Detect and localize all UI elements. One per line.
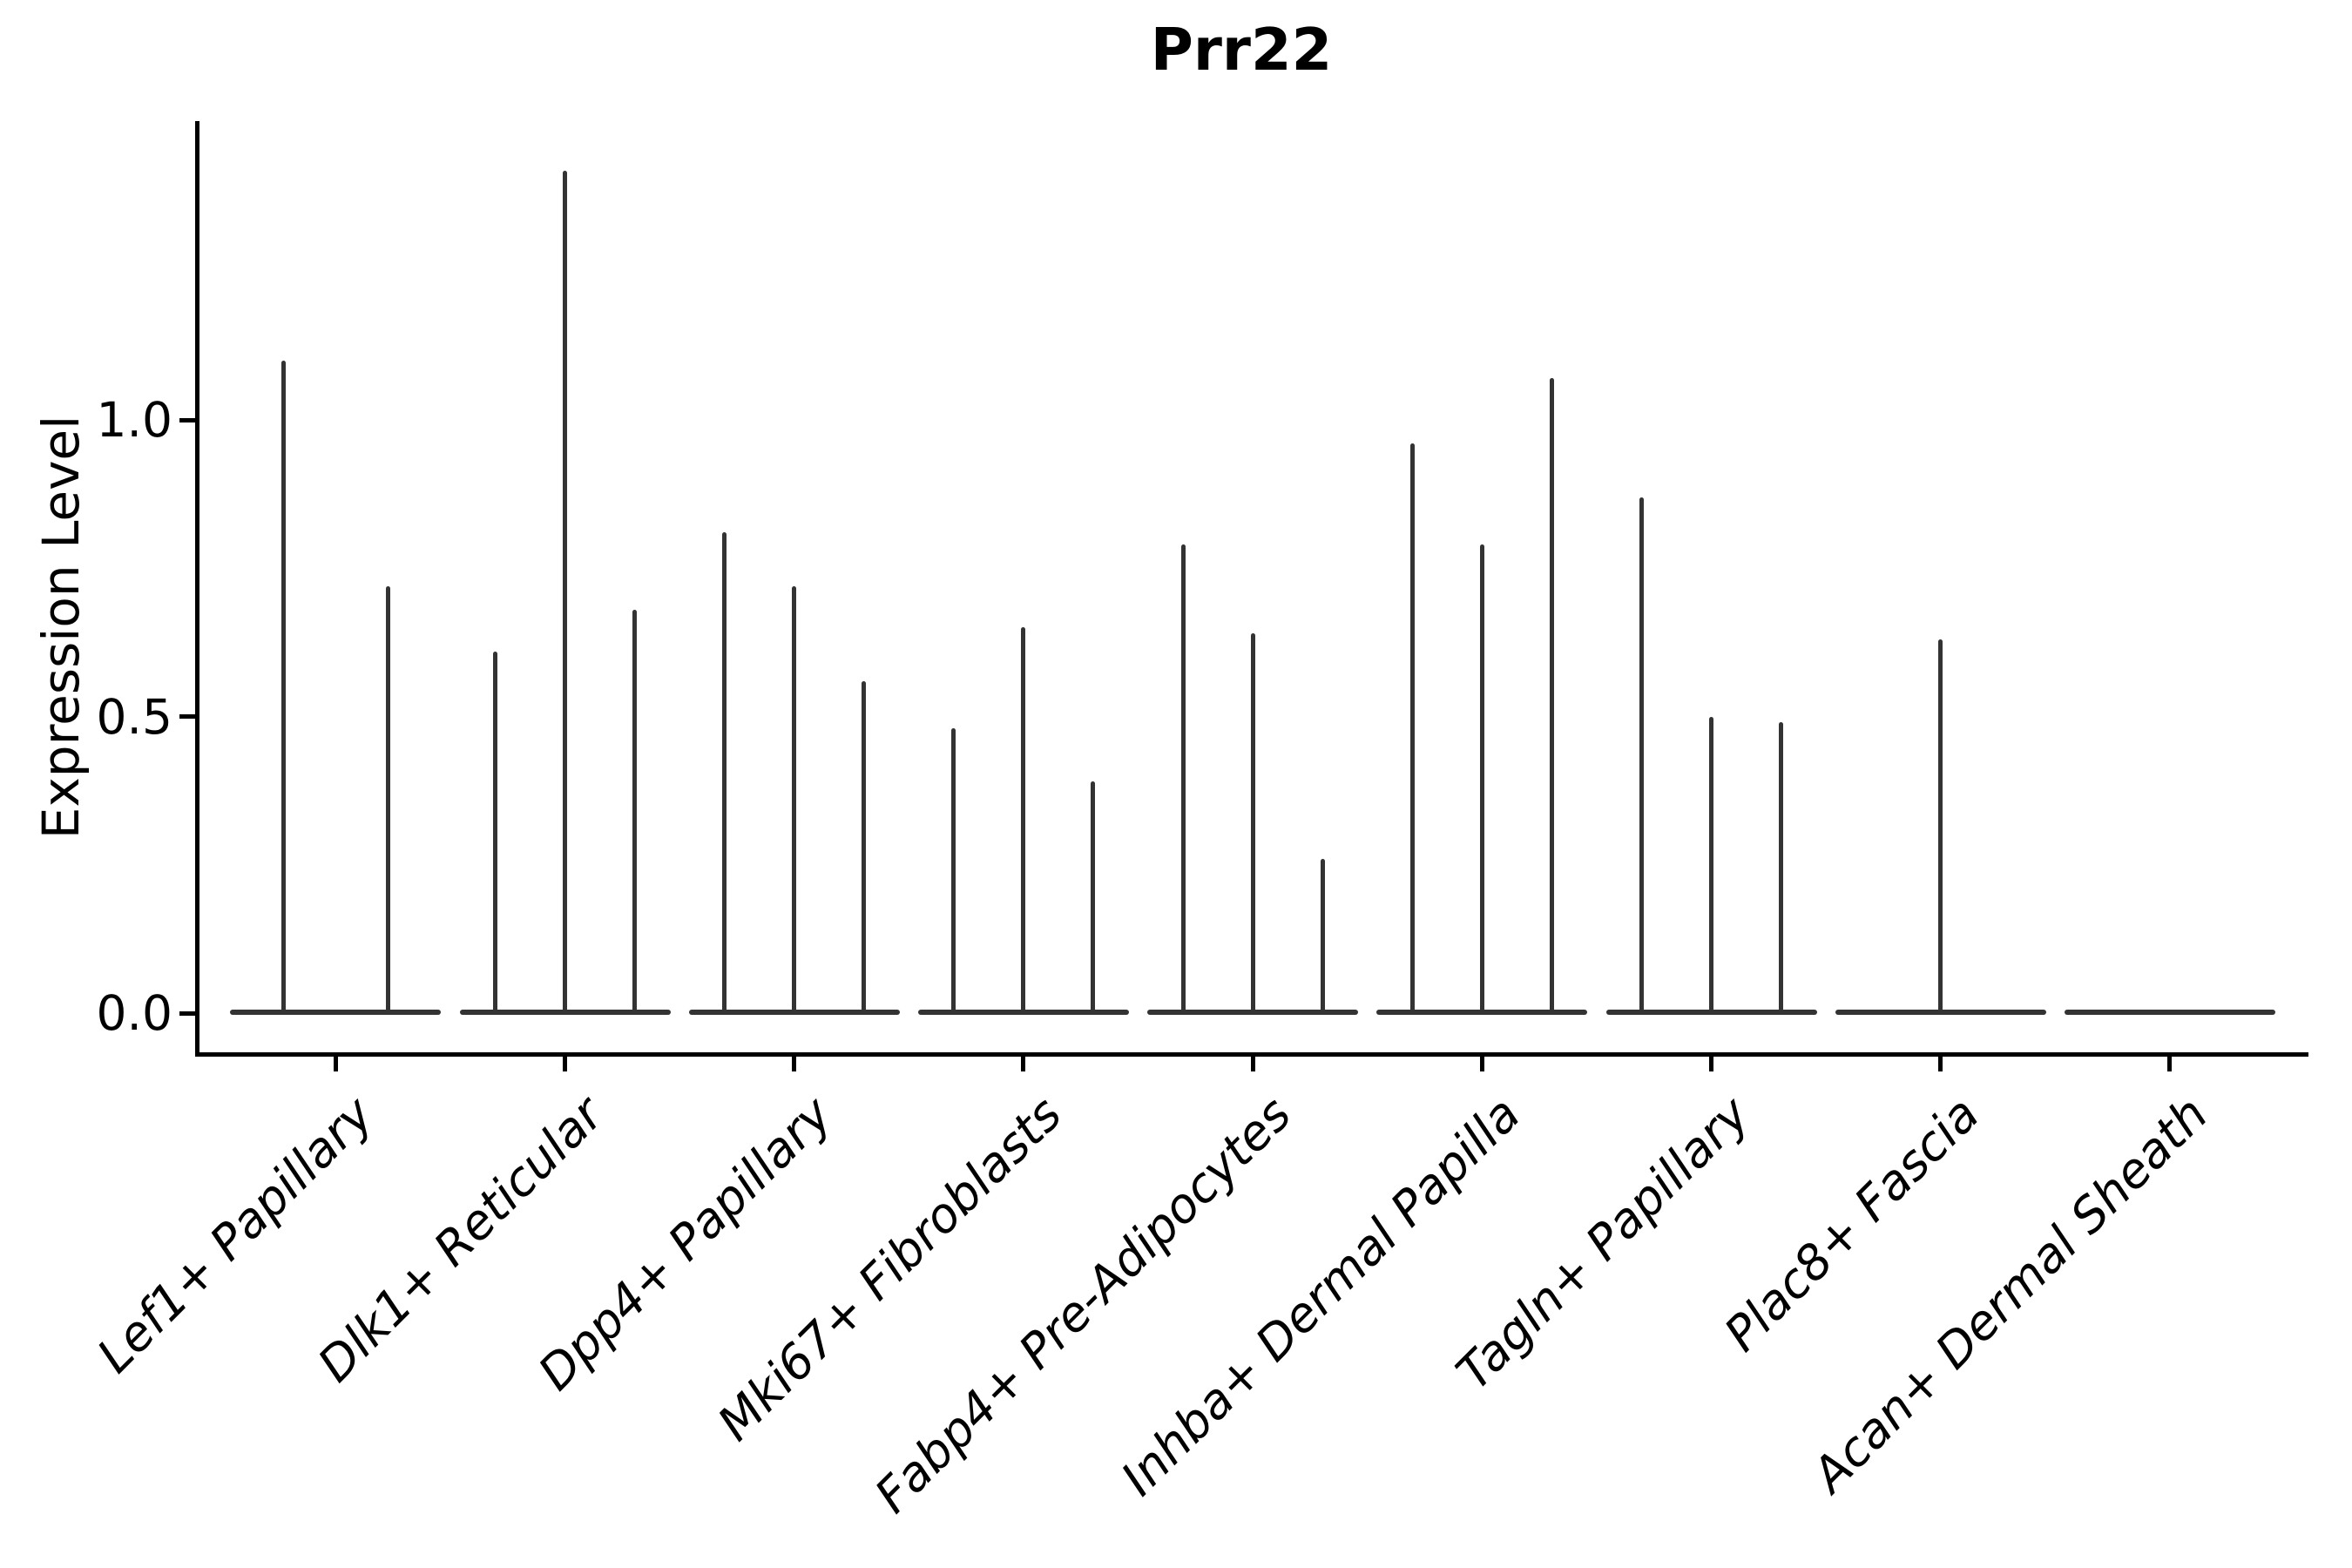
x-axis-tick bbox=[333, 1054, 338, 1071]
violin-needle bbox=[1709, 716, 1713, 1015]
x-axis-tick bbox=[792, 1054, 797, 1071]
y-axis-spine bbox=[195, 121, 199, 1057]
violin-needle bbox=[951, 728, 956, 1015]
y-axis-label: Expression Level bbox=[31, 415, 91, 840]
x-axis-tick bbox=[1709, 1054, 1713, 1071]
violin-needle bbox=[1779, 722, 1783, 1015]
chart-title: Prr22 bbox=[1150, 16, 1333, 84]
violin-needle bbox=[1639, 497, 1644, 1015]
x-axis-tick bbox=[563, 1054, 567, 1071]
x-axis-tick bbox=[1021, 1054, 1026, 1071]
x-axis-tick bbox=[1479, 1054, 1484, 1071]
y-axis-tick-label: 0.5 bbox=[96, 688, 172, 745]
violin-needle bbox=[792, 585, 797, 1015]
violin-needle bbox=[632, 609, 637, 1015]
violin-needle bbox=[563, 170, 567, 1015]
violin-needle bbox=[493, 651, 497, 1015]
y-axis-tick-label: 1.0 bbox=[96, 392, 172, 448]
y-axis-tick bbox=[179, 417, 195, 422]
x-axis-tick bbox=[2167, 1054, 2173, 1071]
y-axis-tick bbox=[179, 714, 195, 719]
y-axis-tick-label: 0.0 bbox=[96, 985, 172, 1041]
violin-needle bbox=[722, 532, 727, 1015]
violin-needle bbox=[1021, 627, 1026, 1015]
x-axis-tick bbox=[1938, 1054, 1943, 1071]
violin-needle bbox=[1091, 781, 1096, 1015]
violin-body bbox=[230, 1010, 442, 1015]
x-axis-tick bbox=[1250, 1054, 1255, 1071]
x-axis-tick-label: Inhba+ Dermal Papilla bbox=[1110, 1085, 1531, 1507]
violin-needle bbox=[1320, 858, 1325, 1015]
violin-needle bbox=[385, 585, 390, 1015]
x-axis-tick-label: Acan+ Dermal Sheath bbox=[1801, 1085, 2219, 1503]
violin-needle bbox=[1250, 633, 1255, 1015]
x-axis-tick-label: Fabp4+ Pre-Adipocytes bbox=[863, 1085, 1301, 1524]
violin-needle bbox=[1409, 443, 1415, 1015]
violin-body bbox=[2064, 1010, 2275, 1015]
violin-needle bbox=[862, 680, 867, 1015]
violin-needle bbox=[280, 360, 286, 1015]
violin-needle bbox=[1180, 544, 1186, 1015]
violin-needle bbox=[1479, 544, 1484, 1015]
violin-needle bbox=[1938, 639, 1943, 1015]
y-axis-tick bbox=[179, 1010, 195, 1016]
violin-needle bbox=[1549, 378, 1554, 1015]
